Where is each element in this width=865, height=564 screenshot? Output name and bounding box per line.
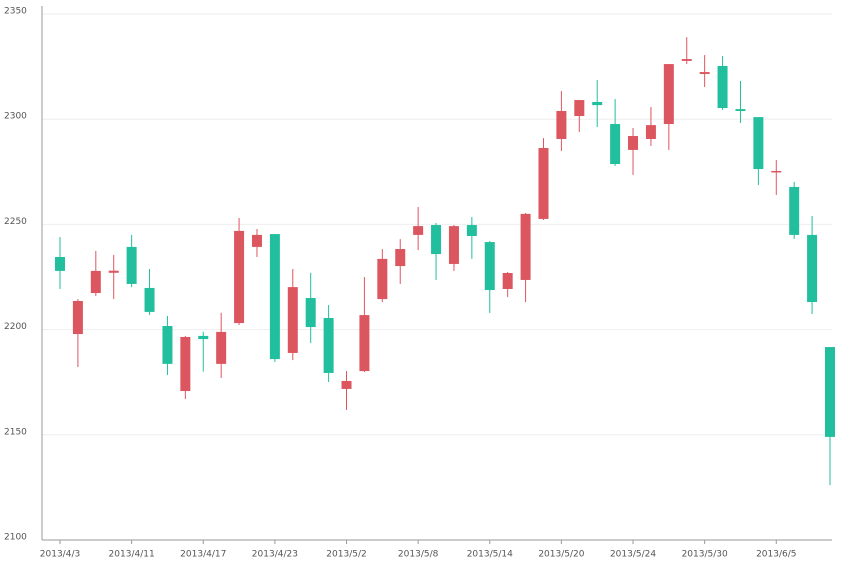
candle-body: [180, 336, 191, 392]
candle-body: [771, 170, 782, 173]
candle-body: [413, 226, 424, 235]
x-tick-label: 2013/5/8: [398, 550, 439, 560]
y-tick-label: 2150: [4, 427, 27, 437]
x-tick-label: 2013/6/5: [756, 550, 796, 560]
candle-body: [789, 186, 800, 235]
x-tick-label: 2013/5/14: [467, 550, 513, 560]
x-tick-label: 2013/4/17: [180, 550, 226, 560]
candle-body: [484, 242, 495, 291]
x-tick-label: 2013/4/3: [40, 550, 80, 560]
candle-body: [108, 270, 119, 273]
candle-body: [556, 110, 567, 139]
x-tick-label: 2013/5/30: [682, 550, 728, 560]
candle-body: [538, 148, 549, 219]
candle-body: [323, 318, 334, 373]
candle-body: [126, 246, 137, 284]
candle-body: [305, 298, 316, 328]
y-tick-label: 2100: [4, 533, 27, 543]
candle-body: [466, 225, 477, 236]
candle-body: [234, 230, 245, 324]
x-tick-label: 2013/5/20: [538, 550, 584, 560]
candle-body: [717, 65, 728, 109]
candle-body: [520, 213, 531, 280]
candle-body: [216, 331, 227, 364]
candle-body: [681, 59, 692, 61]
candle-body: [251, 234, 262, 247]
y-tick-label: 2250: [4, 217, 27, 227]
candle-body: [431, 225, 442, 255]
candle-body: [645, 125, 656, 139]
candle-body: [699, 72, 710, 74]
candle-body: [825, 347, 835, 437]
candle-body: [574, 100, 585, 117]
candle-body: [359, 315, 370, 372]
candle-body: [269, 234, 280, 360]
x-tick-label: 2013/5/24: [610, 550, 656, 560]
candle-body: [610, 124, 621, 165]
candle-body: [735, 109, 746, 111]
candle-body: [377, 258, 388, 300]
y-tick-label: 2200: [4, 322, 27, 332]
candle-body: [341, 380, 352, 389]
candle-body: [502, 273, 513, 289]
candle-body: [663, 64, 674, 125]
x-tick-label: 2013/4/11: [109, 550, 155, 560]
candle-body: [72, 300, 83, 335]
y-tick-label: 2300: [4, 112, 27, 122]
candle-body: [395, 249, 406, 267]
candle-body: [807, 234, 818, 303]
candle-body: [162, 326, 173, 364]
candle-body: [55, 257, 65, 271]
x-tick-label: 2013/5/2: [326, 550, 366, 560]
candle-body: [628, 136, 639, 150]
candle-body: [144, 287, 155, 312]
candle-body: [448, 226, 459, 264]
candle-body: [90, 270, 101, 293]
candle-body: [592, 101, 603, 106]
candle-body: [198, 335, 209, 340]
x-tick-label: 2013/4/23: [252, 550, 298, 560]
candle-body: [753, 117, 764, 170]
candle-body: [287, 287, 298, 353]
y-tick-label: 2350: [4, 7, 27, 17]
